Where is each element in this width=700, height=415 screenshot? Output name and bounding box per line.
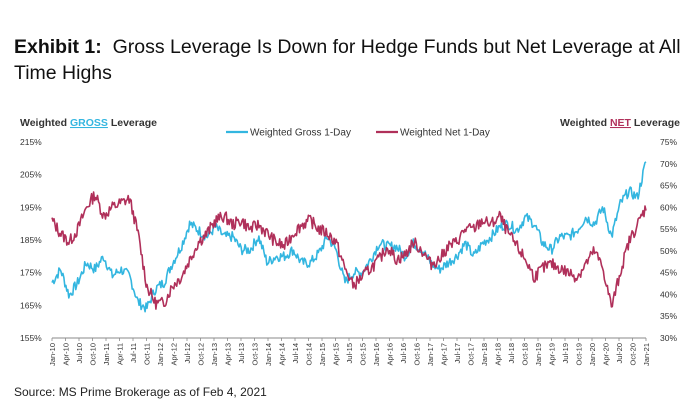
left-tick-label: 165%	[20, 300, 42, 310]
chart-container: Weighted GROSS Leverage Weighted NET Lev…	[0, 108, 700, 380]
exhibit-title: Exhibit 1: Gross Leverage Is Down for He…	[14, 34, 694, 86]
legend-gross-label: Weighted Gross 1-Day	[250, 128, 351, 139]
right-tick-label: 55%	[660, 224, 677, 234]
x-tick-label: Jul-10	[75, 343, 84, 363]
left-tick-label: 215%	[20, 137, 42, 147]
x-tick-label: Jul-12	[183, 343, 192, 363]
x-tick-label: Apr-18	[494, 343, 503, 366]
x-tick-label: Oct-19	[575, 343, 584, 366]
right-axis-title-suffix: Leverage	[631, 117, 680, 129]
x-tick-label: Oct-17	[467, 343, 476, 366]
x-tick-label: Jan-14	[264, 343, 273, 366]
left-tick-label: 185%	[20, 235, 42, 245]
x-tick-label: Oct-16	[413, 343, 422, 366]
x-tick-label: Oct-10	[89, 343, 98, 366]
x-tick-label: Oct-11	[143, 343, 152, 365]
x-tick-label: Apr-16	[386, 343, 395, 366]
x-tick-label: Apr-20	[602, 343, 611, 366]
x-tick-label: Apr-17	[440, 343, 449, 366]
x-tick-label: Oct-20	[629, 343, 638, 366]
left-axis-title-highlight: GROSS	[70, 117, 108, 129]
left-axis-title-prefix: Weighted	[20, 117, 70, 129]
x-tick-label: Oct-14	[305, 343, 314, 366]
x-tick-label: Jan-12	[156, 343, 165, 366]
left-axis-title-suffix: Leverage	[108, 117, 157, 129]
x-tick-label: Jan-20	[588, 343, 597, 366]
x-tick-label: Jan-16	[372, 343, 381, 366]
left-tick-label: 195%	[20, 202, 42, 212]
x-tick-label: Apr-15	[332, 343, 341, 366]
left-axis-title: Weighted GROSS Leverage	[20, 117, 157, 129]
x-tick-label: Jul-16	[399, 343, 408, 363]
chart-series	[51, 161, 647, 313]
x-tick-label: Oct-18	[521, 343, 530, 366]
left-tick-label: 175%	[20, 268, 42, 278]
x-tick-label: Jul-18	[507, 343, 516, 363]
x-tick-label: Jul-11	[129, 343, 138, 363]
x-tick-label: Apr-10	[62, 343, 71, 366]
right-tick-label: 75%	[660, 137, 677, 147]
right-axis-title-highlight: NET	[610, 117, 632, 129]
x-tick-label: Oct-12	[197, 343, 206, 366]
x-tick-label: Jul-19	[561, 343, 570, 363]
legend-net-label: Weighted Net 1-Day	[400, 128, 490, 139]
right-tick-label: 60%	[660, 202, 677, 212]
chart-legend: Weighted Gross 1-Day Weighted Net 1-Day	[226, 128, 490, 139]
left-tick-label: 155%	[20, 333, 42, 343]
x-tick-label: Apr-19	[548, 343, 557, 366]
leverage-chart: Weighted GROSS Leverage Weighted NET Lev…	[20, 117, 680, 366]
right-tick-label: 40%	[660, 289, 677, 299]
x-tick-label: Jul-17	[453, 343, 462, 363]
x-tick-label: Jan-15	[318, 343, 327, 366]
x-tick-label: Jul-13	[237, 343, 246, 363]
right-tick-label: 50%	[660, 246, 677, 256]
x-tick-label: Oct-13	[251, 343, 260, 366]
right-tick-label: 30%	[660, 333, 677, 343]
right-axis-title: Weighted NET Leverage	[560, 117, 680, 129]
source-note: Source: MS Prime Brokerage as of Feb 4, …	[14, 385, 267, 399]
x-tick-label: Jan-19	[534, 343, 543, 366]
right-tick-label: 65%	[660, 181, 677, 191]
x-tick-label: Jan-18	[480, 343, 489, 366]
x-tick-label: Jan-13	[210, 343, 219, 366]
x-tick-label: Jan-10	[48, 343, 57, 366]
exhibit-title-text: Gross Leverage Is Down for Hedge Funds b…	[14, 36, 681, 84]
x-tick-label: Jan-21	[642, 343, 651, 366]
x-tick-label: Jul-14	[291, 343, 300, 363]
left-tick-label: 205%	[20, 170, 42, 180]
right-axis-title-prefix: Weighted	[560, 117, 610, 129]
x-tick-label: Jul-20	[615, 343, 624, 363]
x-tick-label: Apr-13	[224, 343, 233, 366]
x-tick-label: Apr-11	[116, 343, 125, 365]
chart-axes: 155% 165% 175% 185% 195% 205% 215% 30% 35% 40% 45%…	[20, 137, 677, 366]
right-tick-label: 35%	[660, 311, 677, 321]
exhibit-label: Exhibit 1:	[14, 36, 102, 58]
x-tick-label: Jul-15	[345, 343, 354, 363]
x-tick-label: Jan-17	[426, 343, 435, 366]
gross-series-line	[51, 161, 647, 313]
x-tick-label: Jan-11	[102, 343, 111, 365]
right-tick-label: 45%	[660, 268, 677, 278]
x-tick-label: Apr-12	[170, 343, 179, 366]
x-tick-label: Oct-15	[359, 343, 368, 366]
net-series-line	[51, 191, 647, 310]
right-tick-label: 70%	[660, 159, 677, 169]
x-tick-label: Apr-14	[278, 343, 287, 366]
